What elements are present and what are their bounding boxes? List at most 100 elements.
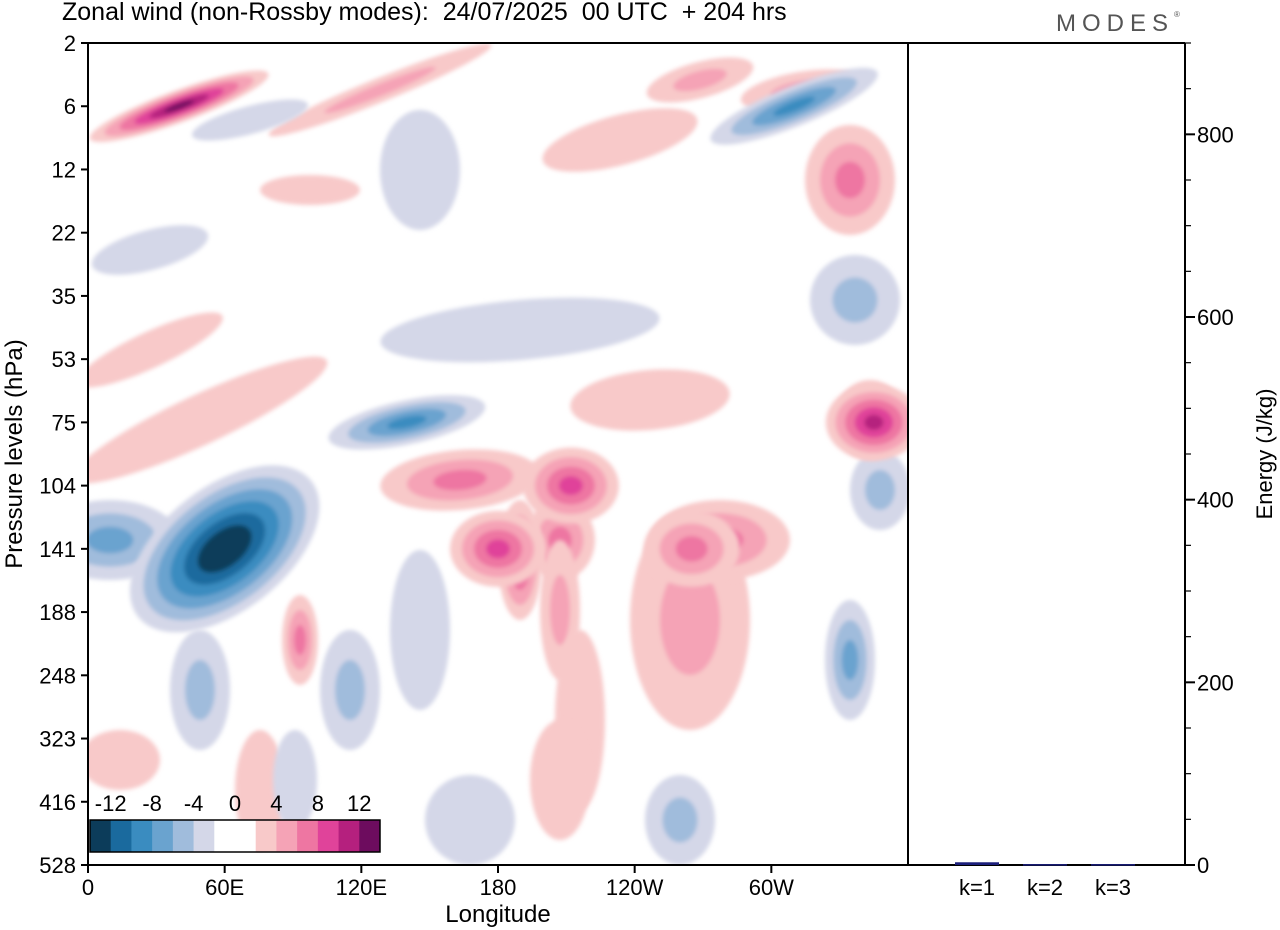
colorbar-tick-label: -8 — [142, 791, 162, 816]
heatmap-contour — [662, 797, 698, 843]
heatmap-contour — [832, 277, 878, 323]
heatmap-blob — [850, 450, 908, 530]
energy-tick-label: 600 — [1197, 305, 1234, 330]
heatmap-field — [88, 43, 908, 865]
heatmap-contour — [675, 536, 708, 562]
y-tick-label: 248 — [39, 663, 76, 688]
colorbar-swatch — [110, 820, 132, 852]
heatmap-contour — [273, 730, 317, 830]
heatmap-blob — [810, 255, 900, 345]
energy-tick-label: 400 — [1197, 488, 1234, 513]
heatmap-contour — [211, 536, 239, 561]
heatmap-contour — [88, 730, 160, 790]
y-axis-label: Pressure levels (hPa) — [1, 339, 28, 568]
heatmap-contour — [865, 470, 895, 510]
modes-logo: MODES® — [1056, 10, 1180, 38]
heatmap-blob — [530, 720, 590, 840]
y-tick-label: 416 — [39, 790, 76, 815]
heatmap-blob — [425, 775, 515, 865]
x-tick-label: 60W — [749, 875, 794, 900]
heatmap-blob — [570, 369, 730, 431]
heatmap-contour — [380, 297, 660, 363]
heatmap-feature — [710, 67, 878, 145]
colorbar-tick-label: 4 — [270, 791, 282, 816]
heatmap-blob — [88, 730, 160, 790]
heatmap-blob — [805, 125, 895, 235]
heatmap-blob — [260, 175, 360, 205]
y-tick-label: 323 — [39, 727, 76, 752]
y-tick-label: 528 — [39, 853, 76, 878]
heatmap-blob — [91, 225, 209, 275]
heatmap-contour — [91, 225, 209, 275]
heatmap-contour — [558, 476, 583, 496]
heatmap-blob — [320, 630, 380, 750]
colorbar-swatch — [214, 820, 236, 852]
logo-mark: ® — [1174, 10, 1180, 19]
heatmap-blob — [390, 550, 450, 710]
heatmap-contour — [294, 625, 306, 655]
heatmap-blob — [191, 99, 309, 141]
colorbar-tick-label: 8 — [312, 791, 324, 816]
heatmap-contour — [433, 469, 487, 491]
heatmap-contour — [380, 110, 460, 230]
heatmap-contour — [835, 161, 865, 199]
colorbar-swatch — [131, 820, 153, 852]
heatmap-contour — [191, 99, 309, 141]
colorbar-swatch — [297, 820, 319, 852]
colorbar-tick-label: -12 — [95, 791, 127, 816]
x-tick-label: 0 — [82, 875, 94, 900]
energy-axis-label: Energy (J/kg) — [1252, 389, 1277, 520]
y-tick-label: 75 — [52, 410, 76, 435]
colorbar-frame — [89, 819, 381, 853]
colorbar-swatch — [152, 820, 174, 852]
y-tick-label: 104 — [39, 474, 76, 499]
heatmap-contour — [164, 100, 194, 113]
y-tick-label: 35 — [52, 284, 76, 309]
colorbar-swatch — [255, 820, 277, 852]
y-tick-label: 141 — [39, 537, 76, 562]
y-tick-label: 22 — [52, 221, 76, 246]
heatmap-contour — [88, 356, 328, 484]
energy-tick-label: 800 — [1197, 122, 1234, 147]
heatmap-feature — [450, 510, 546, 587]
colorbar: -12 -8 -4 0 4 8 12 — [89, 791, 381, 853]
energy-bar-label: k=2 — [1027, 875, 1063, 900]
heatmap-blob — [282, 595, 318, 685]
heatmap-blob — [88, 312, 223, 388]
colorbar-tick-label: 12 — [347, 791, 371, 816]
heatmap-feature — [522, 447, 619, 524]
heatmap-blob — [380, 110, 460, 230]
y-tick-label: 12 — [52, 157, 76, 182]
heatmap-contour — [673, 68, 727, 92]
y-tick-label: 2 — [64, 31, 76, 56]
heatmap-contour — [88, 526, 134, 554]
energy-bar-label: k=1 — [959, 875, 995, 900]
heatmap-contour — [570, 369, 730, 431]
heatmap-feature — [643, 510, 740, 587]
energy-bars: 0 200 400 600 800 Energy (J/kg) k=1 k=2 k=3 — [908, 42, 1277, 900]
heatmap-contour — [486, 539, 510, 559]
heatmap-blob — [380, 297, 660, 363]
heatmap-contour — [550, 575, 570, 645]
y-tick-label: 188 — [39, 600, 76, 625]
colorbar-tick-label: 0 — [229, 791, 241, 816]
y-tick-label: 6 — [64, 94, 76, 119]
heatmap-blob — [268, 43, 492, 137]
colorbar-swatch — [317, 820, 340, 852]
colorbar-swatch — [338, 820, 360, 852]
energy-bar — [1091, 864, 1135, 866]
heatmap-contour — [425, 775, 515, 865]
colorbar-swatch — [276, 820, 298, 852]
x-tick-label: 120W — [606, 875, 664, 900]
heatmap-contour — [260, 175, 360, 205]
colorbar-swatch — [235, 820, 257, 852]
x-tick-label: 180 — [480, 875, 517, 900]
heatmap-contour — [530, 720, 590, 840]
energy-bar-label: k=3 — [1095, 875, 1131, 900]
heatmap-blob — [542, 108, 698, 172]
y-tick-label: 53 — [52, 347, 76, 372]
x-tick-label: 60E — [205, 875, 244, 900]
energy-bar — [955, 862, 999, 865]
